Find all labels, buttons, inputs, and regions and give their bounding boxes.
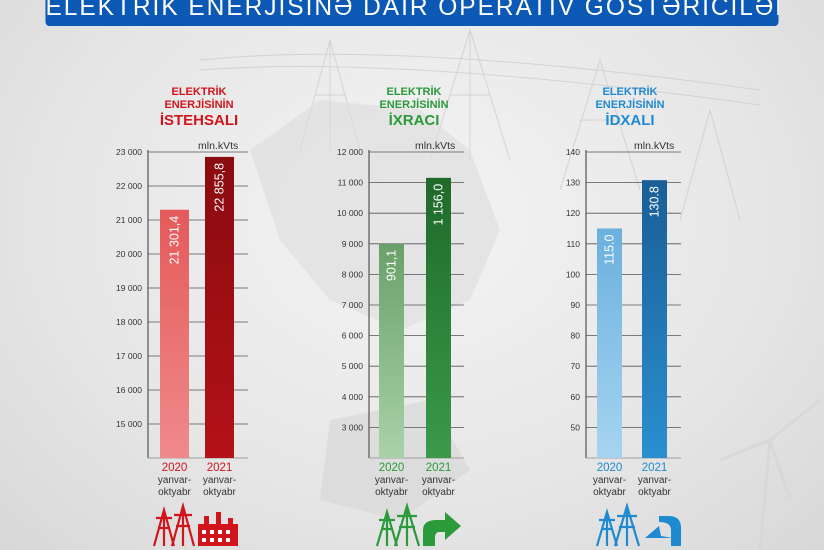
unit-label: mln.kVts — [415, 140, 456, 152]
chart-title: ELEKTRİK ENERJİSİNİN İXRACI — [354, 86, 474, 130]
category-year-label: 2021 — [426, 462, 452, 474]
bar-value-label: 1 156,0 — [432, 184, 446, 226]
y-tick-label: 130 — [566, 178, 580, 188]
bar-value-label: 21 301,4 — [168, 216, 182, 265]
bar-2020 — [160, 209, 189, 458]
y-tick-label: 7 000 — [342, 300, 364, 310]
chart-title: ELEKTRİK ENERJİSİNİN İSTEHSALI — [139, 86, 259, 130]
y-tick-label: 12 000 — [337, 147, 363, 157]
power-tower-import-arrow-icon — [595, 502, 681, 547]
y-tick-label: 15 000 — [116, 419, 142, 429]
bar-value-label: 22 855,8 — [213, 163, 227, 212]
y-tick-label: 10 000 — [337, 208, 363, 218]
y-tick-label: 60 — [571, 392, 581, 402]
category-period-label: oktyabr — [158, 487, 191, 498]
chart-title: ELEKTRİK ENERJİSİNİN İDXALI — [570, 86, 690, 130]
category-period-label: oktyabr — [203, 487, 236, 498]
y-tick-label: 22 000 — [116, 181, 142, 191]
bar-value-label: 901,1 — [385, 250, 399, 281]
y-tick-label: 80 — [571, 331, 581, 341]
unit-label: mln.kVts — [198, 140, 239, 152]
chart-title-line-2: ENERJİSİNİN — [164, 99, 234, 111]
y-tick-label: 50 — [571, 422, 581, 432]
bar-2021 — [642, 180, 667, 459]
power-tower-export-arrow-icon — [375, 502, 461, 547]
category-period-label: yanvar- — [158, 475, 191, 486]
y-tick-label: 3 000 — [342, 422, 364, 432]
y-tick-label: 16 000 — [116, 385, 142, 395]
y-tick-label: 20 000 — [116, 249, 142, 259]
power-tower-factory-icon — [152, 502, 238, 547]
category-period-label: yanvar- — [638, 475, 671, 486]
chart-title-main: İSTEHSALI — [159, 112, 239, 129]
y-tick-label: 9 000 — [342, 239, 364, 249]
category-year-label: 2020 — [162, 462, 188, 474]
bar-2020 — [597, 228, 622, 458]
chart-title-line-2: ENERJİSİNİN — [379, 99, 449, 111]
category-period-label: oktyabr — [593, 487, 626, 498]
chart-title-line-1: ELEKTRİK — [602, 86, 658, 98]
y-tick-label: 21 000 — [116, 215, 142, 225]
y-tick-label: 100 — [566, 269, 580, 279]
category-year-label: 2021 — [642, 462, 668, 474]
chart-title-main: İXRACI — [388, 112, 440, 129]
y-tick-label: 19 000 — [116, 283, 142, 293]
bar-2020 — [379, 243, 404, 458]
y-tick-label: 6 000 — [342, 331, 364, 341]
y-tick-label: 120 — [566, 208, 580, 218]
bar-2021 — [205, 156, 234, 458]
y-tick-label: 23 000 — [116, 147, 142, 157]
category-period-label: yanvar- — [422, 475, 455, 486]
chart-title-main: İDXALI — [605, 112, 655, 129]
category-period-label: yanvar- — [593, 475, 626, 486]
category-year-label: 2020 — [379, 462, 405, 474]
category-year-label: 2021 — [207, 462, 233, 474]
category-period-label: yanvar- — [375, 475, 408, 486]
y-tick-label: 4 000 — [342, 392, 364, 402]
y-tick-label: 70 — [571, 361, 581, 371]
page-title: ELEKTRİK ENERJİSİNƏ DAİR OPERATİV GÖSTƏR… — [45, 0, 779, 26]
y-tick-label: 140 — [566, 147, 580, 157]
category-period-label: oktyabr — [638, 487, 671, 498]
bar-value-label: 130.8 — [648, 186, 662, 217]
category-year-label: 2020 — [597, 462, 623, 474]
chart-title-line-1: ELEKTRİK — [171, 86, 227, 98]
y-tick-label: 8 000 — [342, 269, 364, 279]
category-period-label: oktyabr — [375, 487, 408, 498]
category-period-label: oktyabr — [422, 487, 455, 498]
category-period-label: yanvar- — [203, 475, 236, 486]
bar-value-label: 115.0 — [603, 234, 617, 264]
chart-title-line-2: ENERJİSİNİN — [595, 99, 665, 111]
y-tick-label: 18 000 — [116, 317, 142, 327]
y-tick-label: 90 — [571, 300, 581, 310]
unit-label: mln.kVts — [634, 140, 675, 152]
y-tick-label: 110 — [566, 239, 580, 249]
chart-title-line-1: ELEKTRİK — [386, 86, 442, 98]
bar-2021 — [426, 177, 451, 458]
y-tick-label: 5 000 — [342, 361, 364, 371]
y-tick-label: 11 000 — [338, 178, 364, 188]
y-tick-label: 17 000 — [116, 351, 142, 361]
